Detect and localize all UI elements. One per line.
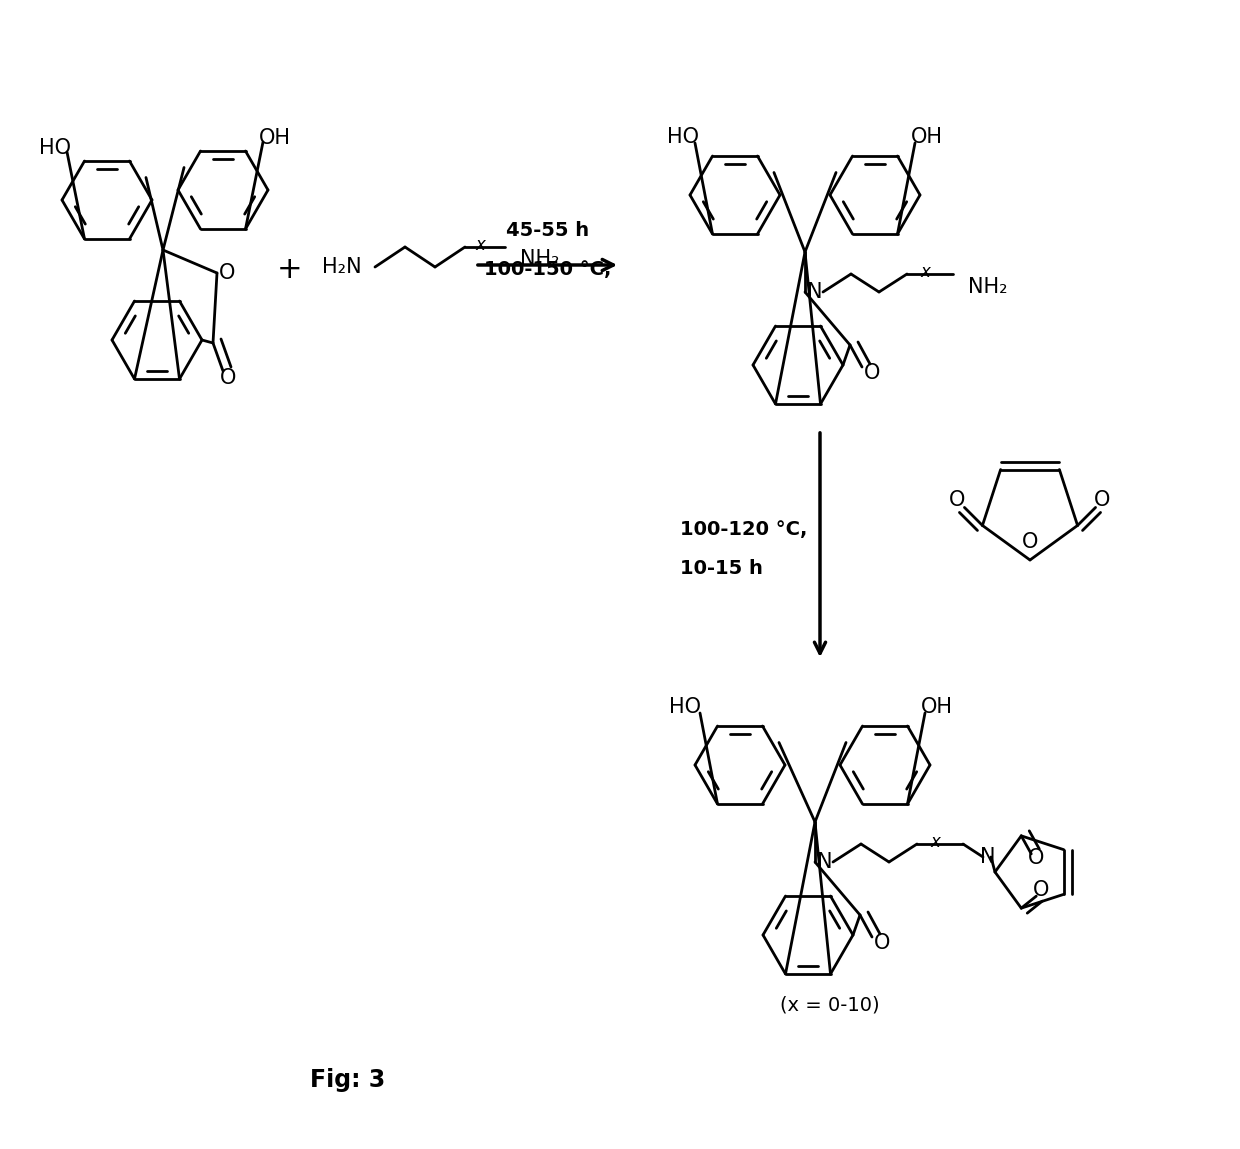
Text: NH₂: NH₂	[521, 249, 559, 269]
Text: O: O	[219, 368, 236, 388]
Text: O: O	[1022, 532, 1038, 552]
Text: NH₂: NH₂	[968, 277, 1008, 296]
Text: OH: OH	[911, 128, 942, 147]
Text: O: O	[1033, 880, 1049, 900]
Text: O: O	[218, 263, 236, 283]
Text: O: O	[1095, 491, 1111, 510]
Text: O: O	[874, 933, 890, 953]
Text: x: x	[930, 833, 940, 851]
Text: O: O	[950, 491, 966, 510]
Text: 100-120 °C,: 100-120 °C,	[680, 520, 807, 540]
Text: HO: HO	[38, 138, 71, 159]
Text: +: +	[278, 255, 303, 285]
Text: O: O	[1028, 848, 1044, 867]
Text: HO: HO	[670, 697, 701, 717]
Text: OH: OH	[921, 697, 954, 717]
Text: N: N	[981, 847, 996, 867]
Text: 100-150 °C,: 100-150 °C,	[485, 261, 611, 279]
Text: x: x	[475, 236, 485, 254]
Text: 45-55 h: 45-55 h	[506, 221, 589, 239]
Text: (x = 0-10): (x = 0-10)	[780, 995, 880, 1015]
Text: N: N	[807, 282, 823, 302]
Text: N: N	[817, 853, 833, 872]
Text: OH: OH	[259, 128, 291, 148]
Text: O: O	[864, 363, 880, 383]
Text: x: x	[920, 263, 930, 282]
Text: 10-15 h: 10-15 h	[680, 558, 763, 578]
Text: H₂N: H₂N	[322, 257, 362, 277]
Text: HO: HO	[667, 128, 699, 147]
Text: Fig: 3: Fig: 3	[310, 1069, 386, 1092]
